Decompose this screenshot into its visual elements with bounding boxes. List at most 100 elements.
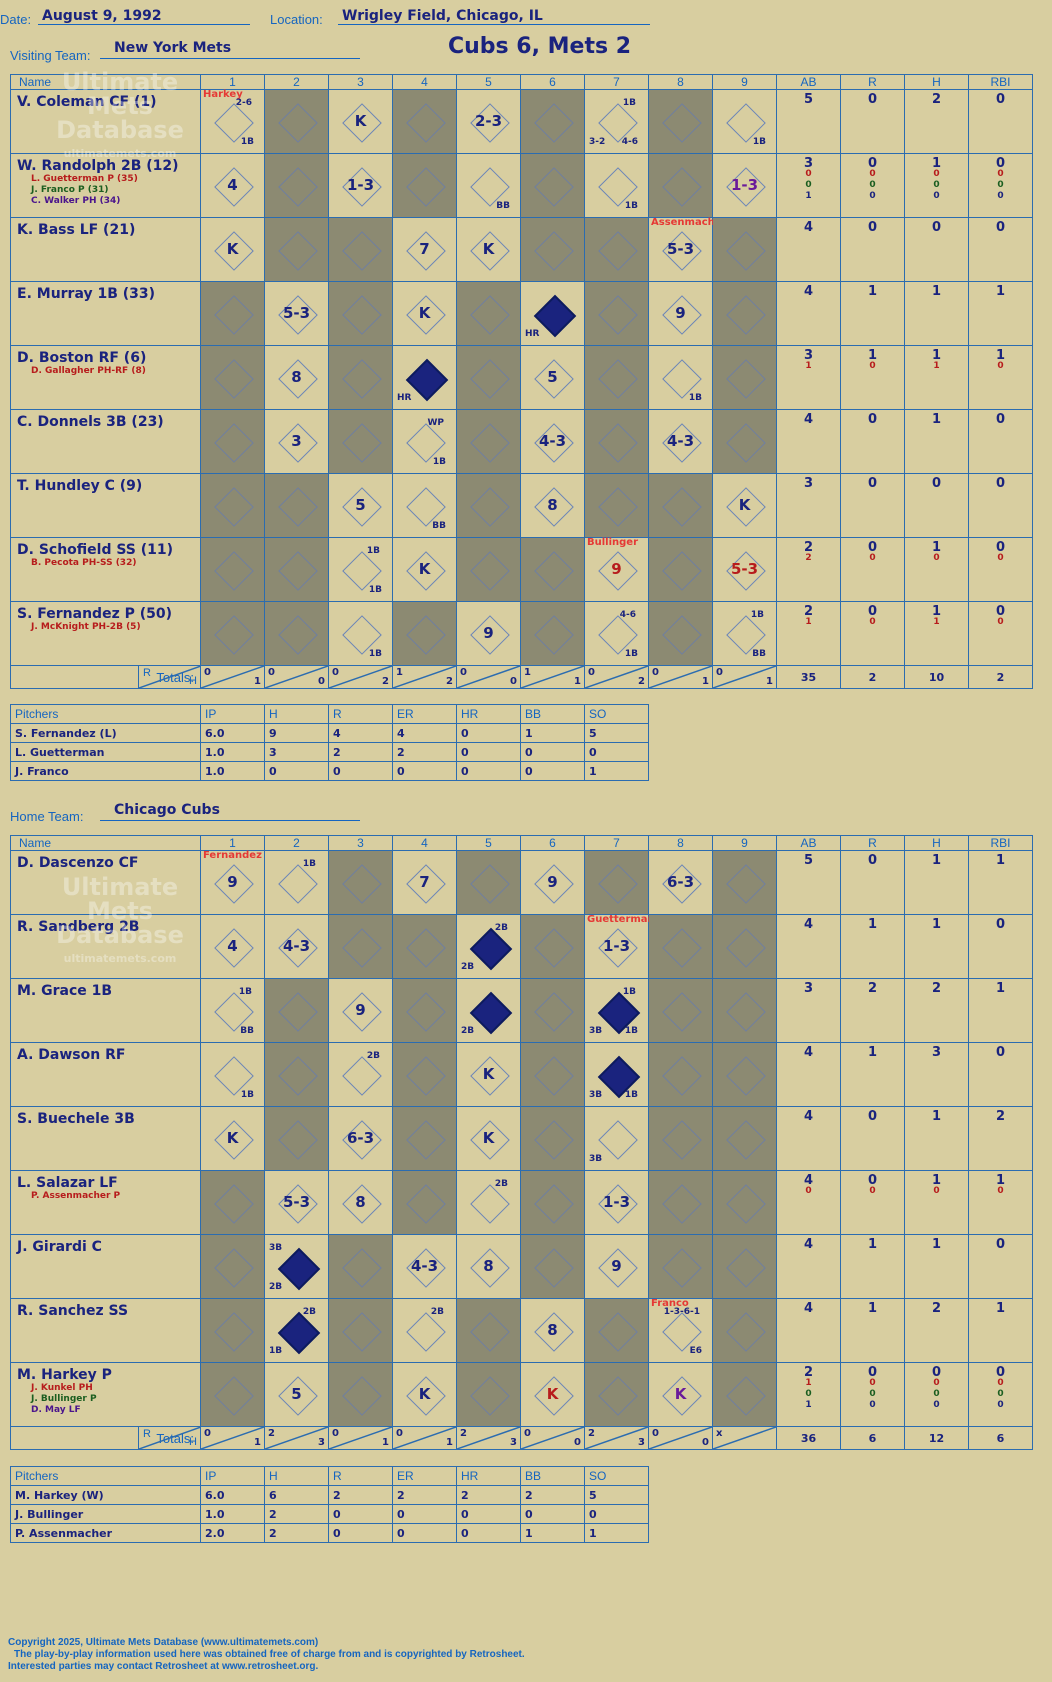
location-label: Location: xyxy=(270,12,323,27)
inning-cell-empty xyxy=(648,89,713,154)
pitcher-stat: 1 xyxy=(520,723,585,743)
stat-ab: 5 xyxy=(776,89,841,154)
pitcher-stat: 0 xyxy=(456,1523,521,1543)
inning-runs: 0 xyxy=(332,1428,339,1439)
inning-runs: 0 xyxy=(716,667,723,678)
game-location: Wrigley Field, Chicago, IL xyxy=(342,8,543,24)
batter-name: V. Coleman CF (1) xyxy=(17,94,157,110)
pitcher-stat: 0 xyxy=(328,1523,393,1543)
inning-cell-empty xyxy=(456,537,521,602)
inning-cell: WP 1B xyxy=(392,409,457,474)
inning-cell-empty xyxy=(584,850,649,915)
inning-runs: x xyxy=(716,1428,723,1439)
batter-name: D. Schofield SS (11) xyxy=(17,542,174,558)
inning-cell-empty xyxy=(456,1298,521,1363)
inning-cell-empty xyxy=(264,978,329,1043)
inning-cell-empty xyxy=(264,1106,329,1171)
col-header: 1 xyxy=(200,74,265,90)
inning-cell-empty xyxy=(200,1362,265,1427)
play-note: 3B xyxy=(269,1243,283,1253)
inning-cell-empty xyxy=(328,914,393,979)
inning-runs: 0 xyxy=(204,667,211,678)
inning-cell-empty xyxy=(456,850,521,915)
batter-name-cell: M. Harkey P J. Kunkel PH J. Bullinger P D. … xyxy=(10,1362,201,1427)
pitcher-col-header: Pitchers xyxy=(10,1466,201,1486)
batter-name-cell: K. Bass LF (21) xyxy=(10,217,201,282)
inning-cell: 5 xyxy=(328,473,393,538)
pitcher-col-header: SO xyxy=(584,704,649,724)
batter-row: W. Randolph 2B (12) L. Guetterman P (35) J… xyxy=(10,153,1033,218)
inning-cell-empty xyxy=(648,1106,713,1171)
pitcher-stat: 6.0 xyxy=(200,723,265,743)
col-header: 7 xyxy=(584,74,649,90)
inning-hits: 2 xyxy=(382,676,389,687)
inning-cell: 4 xyxy=(200,153,265,218)
substitute-name: C. Walker PH (34) xyxy=(31,196,121,206)
stat-r: 0 xyxy=(840,217,905,282)
pitcher-stat: 1.0 xyxy=(200,761,265,781)
play-result: 4-3 xyxy=(282,937,311,955)
substitute-name: J. Bullinger P xyxy=(31,1394,97,1404)
batter-name-cell: D. Boston RF (6) D. Gallagher PH-RF (8) xyxy=(10,345,201,410)
batter-name: M. Grace 1B xyxy=(17,983,113,999)
inning-hits: 1 xyxy=(574,676,581,687)
inning-cell-empty xyxy=(264,537,329,602)
play-note: 2B xyxy=(302,1307,316,1317)
inning-cell: 4-3 xyxy=(520,409,585,474)
stat-ab: 4 xyxy=(776,1042,841,1107)
inning-cell-empty xyxy=(264,1042,329,1107)
inning-runs: 0 xyxy=(204,1428,211,1439)
substitute-name: D. May LF xyxy=(31,1405,81,1415)
batter-name-cell: E. Murray 1B (33) xyxy=(10,281,201,346)
inning-runs: 0 xyxy=(588,667,595,678)
inning-runs: 0 xyxy=(652,667,659,678)
stat-ab: 4 xyxy=(776,914,841,979)
inning-cell: 5 xyxy=(520,345,585,410)
col-header: 2 xyxy=(264,835,329,851)
stat-h: 1 xyxy=(904,1234,969,1299)
batter-name-cell: J. Girardi C xyxy=(10,1234,201,1299)
inning-cell: 1B xyxy=(712,89,777,154)
play-note: 1B xyxy=(622,98,636,108)
batter-name-cell: S. Fernandez P (50) J. McKnight PH-2B (5) xyxy=(10,601,201,666)
stat-h: 1 xyxy=(904,850,969,915)
game-date: August 9, 1992 xyxy=(42,8,162,24)
inning-cell: 5-3 xyxy=(264,1170,329,1235)
inning-cell-empty xyxy=(584,345,649,410)
inning-cell-empty xyxy=(456,1362,521,1427)
play-result: K xyxy=(226,1129,239,1147)
inning-cell: 9 xyxy=(520,850,585,915)
batter-name-cell: W. Randolph 2B (12) L. Guetterman P (35) J… xyxy=(10,153,201,218)
pitcher-stat: 0 xyxy=(520,742,585,762)
totals-label: Totals: xyxy=(156,1430,194,1446)
pitching-change: Bullinger xyxy=(587,537,639,548)
inning-cell: 2B xyxy=(328,1042,393,1107)
pitcher-stat: 0 xyxy=(456,761,521,781)
pitcher-stat: 0 xyxy=(456,723,521,743)
batter-row: T. Hundley C (9) 5 BB 8 K 3 0 0 0 xyxy=(10,473,1033,538)
play-result: 6-3 xyxy=(346,1129,375,1147)
inning-cell-empty xyxy=(392,914,457,979)
stat-ab: 5 xyxy=(776,850,841,915)
base-diamond xyxy=(277,1247,320,1290)
pitcher-col-header: ER xyxy=(392,704,457,724)
stat-r: 0 xyxy=(840,89,905,154)
inning-cell-empty xyxy=(712,345,777,410)
play-note: 1B xyxy=(269,1346,283,1356)
play-result: 4 xyxy=(227,937,238,955)
inning-cell-empty xyxy=(328,1234,393,1299)
inning-cell: K xyxy=(328,89,393,154)
col-header: 6 xyxy=(520,835,585,851)
batter-name-cell: C. Donnels 3B (23) xyxy=(10,409,201,474)
play-note: 3B xyxy=(589,1026,603,1036)
